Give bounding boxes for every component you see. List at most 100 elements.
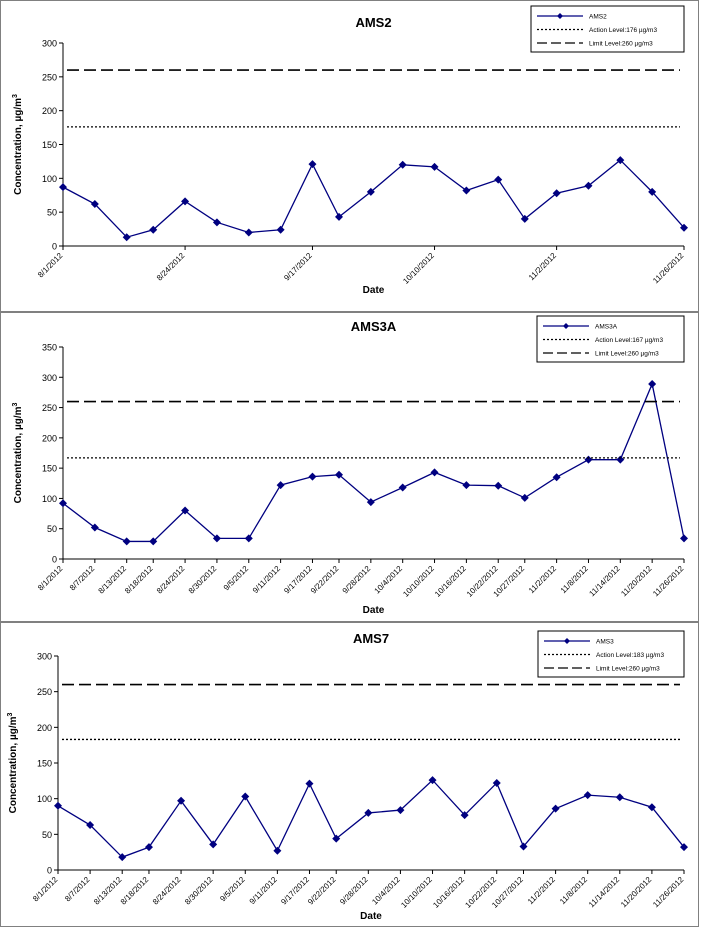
y-tick-label: 0 — [52, 555, 57, 565]
chart-panel-ams7: AMS7 0 50 100 150 200 250 300 Concentration, µg/… — [0, 622, 699, 927]
data-point-marker — [366, 498, 375, 507]
x-tick-label: 10/10/2012 — [399, 875, 434, 910]
legend-entry: Action Level:167 µg/m3 — [595, 337, 663, 344]
data-point-marker — [209, 840, 218, 849]
data-point-marker — [90, 200, 99, 209]
data-point-marker — [520, 214, 529, 223]
x-tick-label: 9/17/2012 — [282, 251, 314, 283]
data-point-marker — [308, 160, 317, 169]
chart-ams3a: AMS3A 0 50 100 150 200 250 300 350 Concentration,… — [12, 315, 688, 616]
legend-marker — [564, 638, 570, 644]
data-point-marker — [308, 472, 317, 481]
data-point-marker — [244, 534, 253, 543]
legend-entry: Action Level:183 µg/m3 — [596, 652, 664, 659]
legend-box — [530, 5, 685, 53]
legend-entry: AMS2 — [589, 14, 607, 21]
data-point-marker — [396, 806, 405, 815]
data-point-marker — [118, 853, 127, 862]
data-point-marker — [680, 843, 688, 852]
x-tick-label: 8/1/2012 — [31, 875, 60, 904]
x-axis-label: Date — [360, 911, 382, 922]
data-point-marker — [615, 793, 624, 802]
data-point-marker — [430, 468, 439, 477]
legend-entry: Limit Level:260 µg/m3 — [595, 351, 659, 358]
x-tick-label: 8/1/2012 — [36, 564, 65, 593]
chart-title: AMS2 — [355, 15, 391, 30]
chart-title: AMS7 — [353, 631, 389, 646]
data-point-marker — [551, 804, 560, 813]
chart-panel-ams3a: AMS3A 0 50 100 150 200 250 300 350 Concentration,… — [0, 312, 699, 622]
data-point-marker — [398, 483, 407, 492]
x-tick-label: 11/2/2012 — [527, 564, 558, 595]
x-tick-label: 11/8/2012 — [558, 875, 589, 906]
x-tick-label: 11/26/2012 — [651, 251, 686, 286]
y-axis-label: Concentration, µg/m3 — [12, 403, 24, 504]
chart-panel-ams2: AMS2 0 50 100 150 200 250 300 Concentration, µg/… — [0, 0, 699, 312]
data-point-marker — [149, 537, 158, 546]
x-tick-label: 8/30/2012 — [187, 564, 219, 596]
data-point-marker — [332, 834, 341, 843]
x-tick-label: 10/10/2012 — [401, 564, 436, 599]
legend-entry: Limit Level:260 µg/m3 — [596, 666, 660, 673]
x-tick-label: 9/28/2012 — [338, 875, 370, 907]
data-point-marker — [462, 481, 471, 490]
x-tick-label: 11/26/2012 — [651, 564, 686, 599]
y-tick-label: 200 — [37, 723, 52, 733]
y-tick-label: 50 — [47, 524, 57, 534]
y-axis-label-superscript: 3 — [12, 403, 19, 407]
x-tick-label: 9/11/2012 — [248, 875, 279, 906]
data-point-marker — [276, 225, 285, 234]
data-point-marker — [584, 455, 593, 464]
x-tick-label: 8/7/2012 — [68, 564, 97, 593]
y-tick-label: 300 — [42, 373, 57, 383]
data-point-marker — [398, 160, 407, 169]
y-tick-label: 0 — [52, 242, 57, 252]
data-point-marker — [54, 801, 62, 810]
x-tick-label: 8/24/2012 — [155, 564, 187, 596]
data-point-marker — [335, 470, 343, 479]
legend-box — [536, 315, 685, 363]
data-point-marker — [519, 842, 528, 851]
data-point-marker — [212, 218, 221, 227]
series-line — [57, 779, 685, 858]
series-line — [62, 159, 685, 238]
data-point-marker — [276, 481, 285, 490]
data-point-marker — [366, 187, 375, 196]
chart-ams2: AMS2 0 50 100 150 200 250 300 Concentration, µg/… — [12, 5, 688, 296]
legend-entry: AMS3 — [596, 639, 614, 646]
data-point-marker — [680, 223, 688, 232]
data-point-marker — [648, 187, 657, 196]
data-point-marker — [122, 537, 131, 546]
x-tick-label: 11/8/2012 — [559, 564, 590, 595]
data-point-marker — [583, 791, 592, 800]
y-axis-label-text: Concentration, µg/m — [13, 406, 24, 503]
data-point-marker — [648, 379, 657, 388]
y-axis-label-text: Concentration, µg/m — [13, 98, 24, 195]
x-tick-label: 9/22/2012 — [309, 564, 341, 596]
data-point-marker — [144, 843, 153, 852]
data-point-marker — [181, 506, 190, 515]
x-tick-label: 9/5/2012 — [218, 875, 247, 904]
data-point-marker — [428, 776, 437, 785]
x-tick-label: 10/4/2012 — [370, 875, 402, 907]
y-axis-label-superscript: 3 — [7, 713, 14, 717]
y-tick-label: 250 — [42, 72, 57, 82]
series-line — [62, 381, 685, 543]
y-axis-label-superscript: 3 — [12, 94, 19, 98]
data-point-marker — [149, 225, 158, 234]
legend-entry: AMS3A — [595, 324, 618, 331]
x-tick-label: 11/20/2012 — [619, 564, 654, 599]
y-tick-label: 300 — [42, 39, 57, 49]
x-tick-label: 10/16/2012 — [433, 564, 468, 599]
data-point-marker — [520, 493, 529, 502]
data-point-marker — [494, 481, 503, 490]
data-point-marker — [86, 821, 95, 830]
data-point-marker — [244, 228, 253, 237]
y-axis-label: Concentration, µg/m3 — [7, 713, 19, 814]
data-point-marker — [584, 181, 593, 190]
data-point-marker — [305, 779, 314, 788]
y-tick-label: 150 — [37, 759, 52, 769]
y-tick-label: 350 — [42, 343, 57, 353]
y-tick-label: 100 — [42, 174, 57, 184]
x-tick-label: 11/2/2012 — [526, 875, 557, 906]
